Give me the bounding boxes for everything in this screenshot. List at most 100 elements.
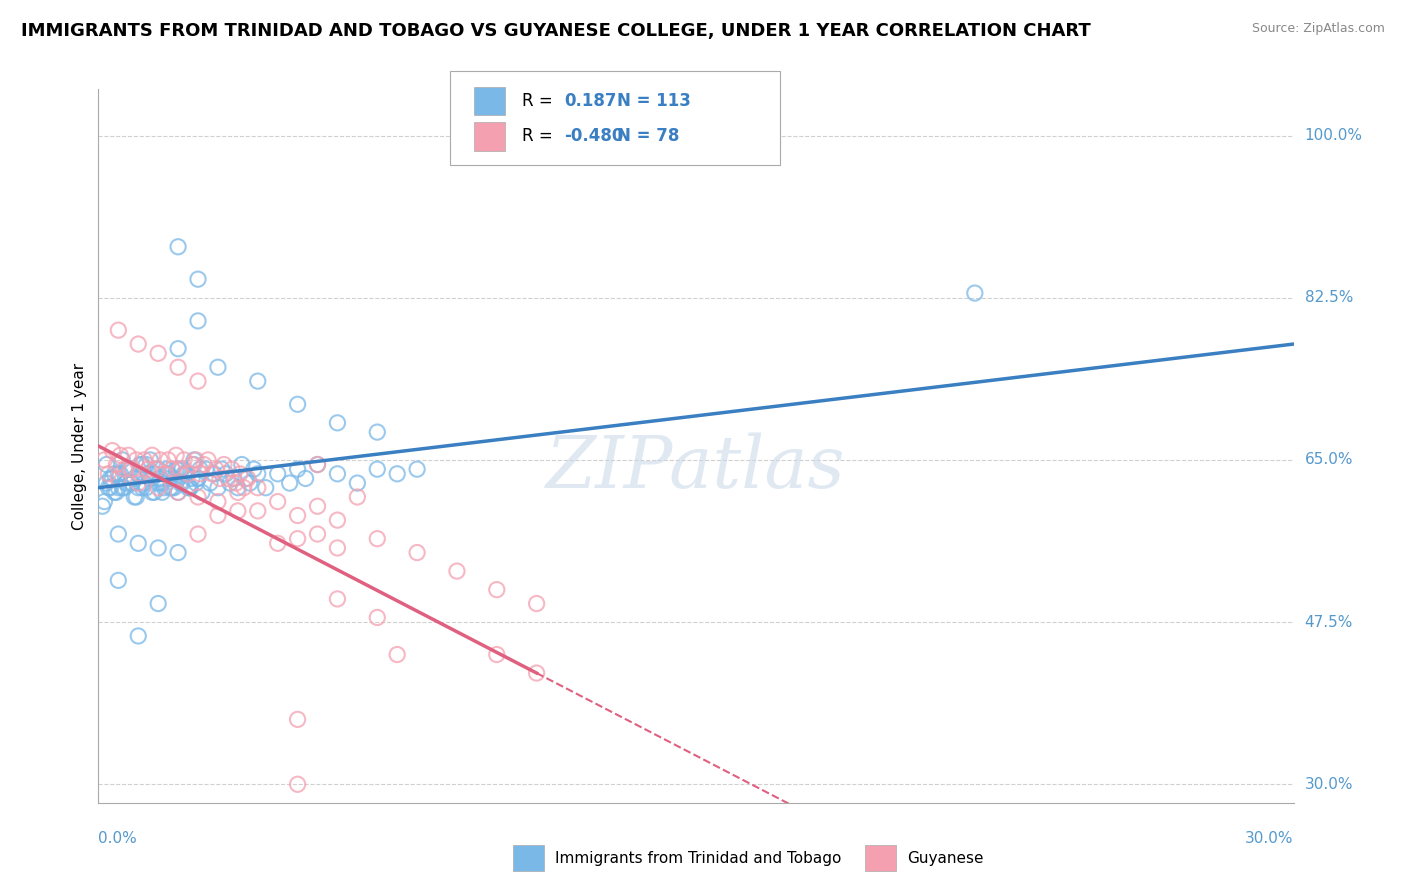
Point bbox=[124, 490, 146, 504]
Point bbox=[148, 597, 170, 611]
Y-axis label: College, Under 1 year: College, Under 1 year bbox=[72, 362, 87, 530]
Point bbox=[167, 240, 190, 254]
Point bbox=[963, 286, 986, 301]
Point bbox=[97, 481, 120, 495]
Point bbox=[184, 476, 207, 491]
Point bbox=[98, 481, 122, 495]
Point bbox=[148, 462, 170, 476]
Point bbox=[155, 462, 177, 476]
Point bbox=[177, 467, 200, 481]
Point bbox=[406, 462, 429, 476]
Point bbox=[150, 476, 173, 491]
Point bbox=[526, 666, 548, 681]
Point bbox=[127, 481, 149, 495]
Point bbox=[246, 374, 269, 388]
Point bbox=[183, 458, 205, 472]
Point bbox=[207, 494, 229, 508]
Point bbox=[111, 453, 134, 467]
Point bbox=[366, 610, 388, 624]
Point bbox=[120, 462, 142, 476]
Point bbox=[326, 541, 349, 555]
Point bbox=[193, 458, 215, 472]
Point bbox=[101, 471, 124, 485]
Point bbox=[153, 481, 176, 495]
Point bbox=[181, 471, 204, 485]
Text: 82.5%: 82.5% bbox=[1305, 290, 1353, 305]
Point bbox=[136, 462, 159, 476]
Point bbox=[231, 458, 253, 472]
Point bbox=[129, 458, 152, 472]
Point bbox=[198, 476, 221, 491]
Point bbox=[143, 467, 166, 481]
Point bbox=[159, 481, 181, 495]
Point bbox=[150, 485, 173, 500]
Point bbox=[131, 458, 153, 472]
Point bbox=[165, 462, 187, 476]
Point bbox=[287, 532, 309, 546]
Point bbox=[385, 648, 409, 662]
Point bbox=[169, 476, 191, 491]
Point bbox=[134, 453, 156, 467]
Point bbox=[101, 443, 124, 458]
Point bbox=[141, 485, 163, 500]
Point bbox=[159, 471, 181, 485]
Point bbox=[307, 458, 329, 472]
Text: N = 78: N = 78 bbox=[617, 128, 679, 145]
Point bbox=[149, 471, 172, 485]
Point bbox=[187, 490, 209, 504]
Point bbox=[169, 462, 191, 476]
Point bbox=[385, 467, 409, 481]
Point bbox=[208, 471, 231, 485]
Point bbox=[139, 471, 162, 485]
Point bbox=[160, 481, 183, 495]
Point bbox=[124, 471, 146, 485]
Point bbox=[125, 453, 148, 467]
Point bbox=[226, 485, 249, 500]
Point bbox=[179, 481, 201, 495]
Point bbox=[219, 476, 242, 491]
Point bbox=[107, 481, 129, 495]
Point bbox=[121, 476, 143, 491]
Point bbox=[207, 481, 229, 495]
Point bbox=[173, 453, 195, 467]
Point bbox=[187, 374, 209, 388]
Point bbox=[307, 500, 329, 514]
Text: Source: ZipAtlas.com: Source: ZipAtlas.com bbox=[1251, 22, 1385, 36]
Text: R =: R = bbox=[522, 128, 553, 145]
Point bbox=[139, 453, 162, 467]
Point bbox=[207, 360, 229, 375]
Point bbox=[406, 545, 429, 559]
Point bbox=[103, 467, 125, 481]
Point bbox=[195, 462, 218, 476]
Text: 30.0%: 30.0% bbox=[1246, 831, 1294, 847]
Point bbox=[143, 485, 166, 500]
Point bbox=[167, 462, 190, 476]
Point bbox=[217, 471, 239, 485]
Point bbox=[134, 476, 156, 491]
Point bbox=[105, 458, 128, 472]
Point bbox=[148, 346, 170, 360]
Point bbox=[96, 476, 118, 491]
Point bbox=[181, 458, 204, 472]
Point bbox=[239, 476, 262, 491]
Point bbox=[246, 504, 269, 518]
Point bbox=[127, 467, 149, 481]
Point bbox=[111, 481, 134, 495]
Point bbox=[183, 453, 205, 467]
Point bbox=[97, 467, 120, 481]
Point bbox=[173, 467, 195, 481]
Point bbox=[125, 490, 148, 504]
Point bbox=[246, 467, 269, 481]
Text: 30.0%: 30.0% bbox=[1305, 777, 1353, 792]
Point bbox=[326, 416, 349, 430]
Point bbox=[135, 458, 157, 472]
Text: N = 113: N = 113 bbox=[617, 92, 692, 110]
Point bbox=[205, 462, 228, 476]
Point bbox=[222, 471, 245, 485]
Point bbox=[366, 532, 388, 546]
Point bbox=[120, 476, 142, 491]
Point bbox=[307, 458, 329, 472]
Text: IMMIGRANTS FROM TRINIDAD AND TOBAGO VS GUYANESE COLLEGE, UNDER 1 YEAR CORRELATIO: IMMIGRANTS FROM TRINIDAD AND TOBAGO VS G… bbox=[21, 22, 1091, 40]
Point bbox=[246, 481, 269, 495]
Point bbox=[187, 471, 209, 485]
